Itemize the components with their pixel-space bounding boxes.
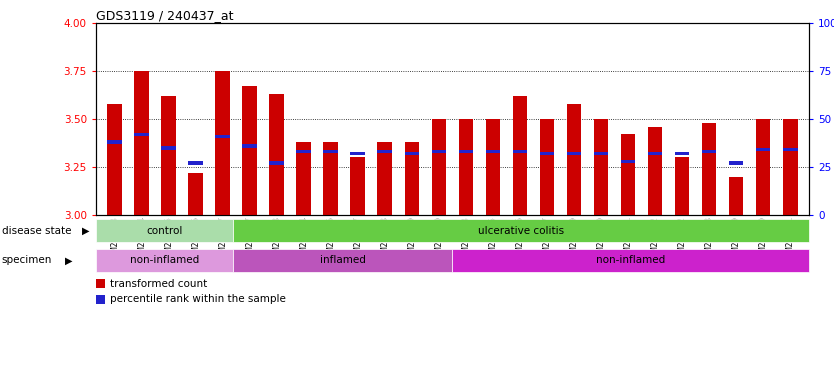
Text: ▶: ▶ [65,255,73,265]
Bar [701,123,716,215]
Text: ▶: ▶ [82,226,89,236]
Text: disease state: disease state [2,226,71,236]
Text: transformed count: transformed count [110,279,208,289]
Bar [782,148,797,151]
Text: ulcerative colitis: ulcerative colitis [478,226,564,236]
Bar [540,152,555,155]
Bar [513,150,527,153]
Bar [269,94,284,215]
Bar [431,119,446,215]
Bar [269,161,284,165]
Bar [378,142,392,215]
Bar [566,152,581,155]
Bar [620,160,636,163]
Bar [96,249,233,272]
Bar [296,142,311,215]
Bar [404,142,420,215]
Bar [215,134,230,138]
Bar [378,150,392,153]
Text: non-inflamed: non-inflamed [130,255,199,265]
Bar [729,161,743,165]
Bar [431,150,446,153]
Bar [108,141,123,144]
Bar [647,127,662,215]
Bar [485,119,500,215]
Bar [459,150,474,153]
Text: control: control [146,226,183,236]
Bar [620,134,636,215]
Bar [675,157,690,215]
Bar [404,152,420,155]
Bar [324,150,339,153]
Bar [243,144,258,147]
Bar [243,86,258,215]
Bar [324,142,339,215]
Text: GDS3119 / 240437_at: GDS3119 / 240437_at [96,9,234,22]
Bar [594,152,609,155]
Bar [233,219,809,242]
Bar [729,177,743,215]
Bar [188,173,203,215]
Bar [485,150,500,153]
Bar [459,119,474,215]
Bar [540,119,555,215]
Bar [134,132,149,136]
Bar [134,71,149,215]
Bar [96,219,233,242]
Text: percentile rank within the sample: percentile rank within the sample [110,294,286,304]
Text: non-inflamed: non-inflamed [596,255,666,265]
Bar [782,119,797,215]
Bar [215,71,230,215]
Bar [188,161,203,165]
Bar [162,146,176,149]
Text: inflamed: inflamed [319,255,365,265]
Bar [513,96,527,215]
Bar [594,119,609,215]
Bar [350,157,365,215]
Text: specimen: specimen [2,255,52,265]
Bar [756,148,771,151]
Bar [162,96,176,215]
Bar [296,150,311,153]
Bar [675,152,690,155]
Bar [452,249,809,272]
Bar [350,152,365,155]
Bar [96,295,105,304]
Bar [647,152,662,155]
Bar [108,104,123,215]
Bar [233,249,452,272]
Bar [701,150,716,153]
Bar [566,104,581,215]
Bar [756,119,771,215]
Bar [96,279,105,288]
